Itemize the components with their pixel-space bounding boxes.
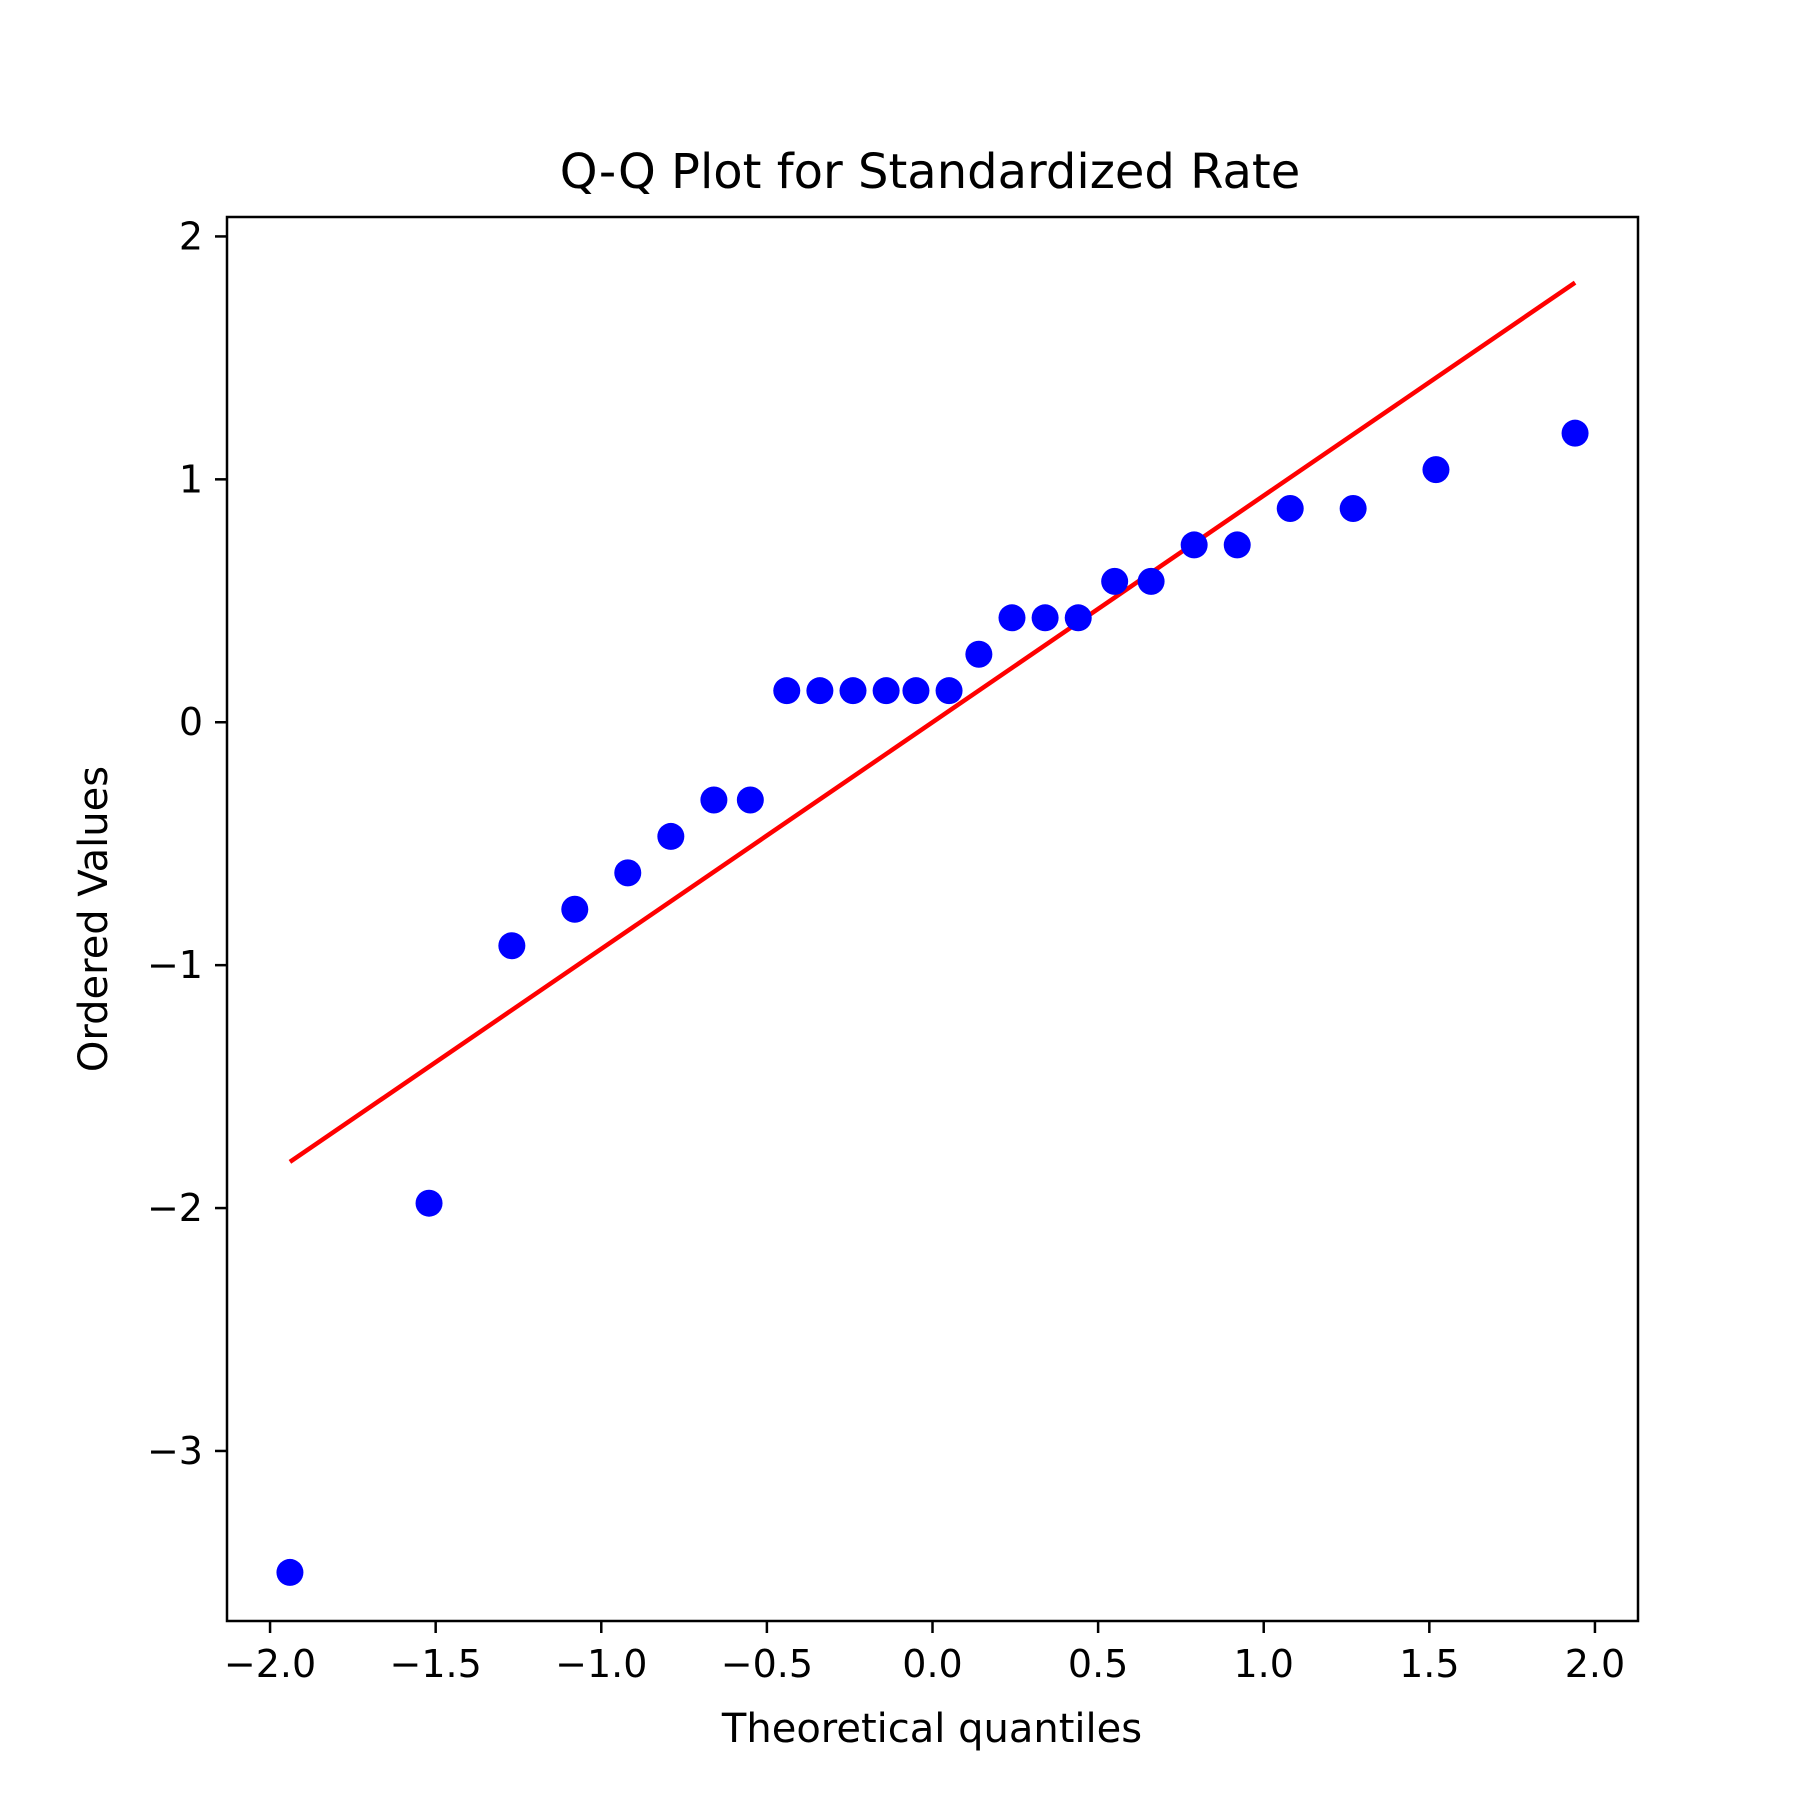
x-axis-label: Theoretical quantiles [721,1706,1142,1752]
data-point [902,677,930,705]
data-point [657,822,685,850]
data-point [806,677,834,705]
y-tick-label: −1 [147,943,203,987]
y-tick-label: −3 [147,1429,203,1473]
data-point [561,895,589,923]
data-point [1031,604,1059,632]
data-point [736,786,764,814]
x-tick-label: −0.5 [721,1642,813,1686]
data-point [498,932,526,960]
x-tick-label: 2.0 [1565,1642,1625,1686]
x-tick-label: 1.5 [1399,1642,1459,1686]
data-point [415,1189,443,1217]
data-point [839,677,867,705]
data-point [1339,494,1367,522]
y-tick-label: 1 [179,457,203,501]
chart-title: Q-Q Plot for Standardized Rate [560,144,1300,200]
data-point [1101,567,1129,595]
data-point [872,677,900,705]
y-tick-label: 0 [179,700,203,744]
x-tick-label: −2.0 [224,1642,316,1686]
data-point [1180,531,1208,559]
x-axis-ticks: −2.0 −1.5 −1.0 −0.5 0.0 0.5 1.0 1.5 2.0 [224,1621,1625,1686]
x-tick-label: −1.5 [390,1642,482,1686]
y-tick-label: 2 [179,214,203,258]
data-point [935,677,963,705]
x-tick-label: 0.0 [902,1642,962,1686]
data-point [1137,567,1165,595]
y-axis-label: Ordered Values [71,766,117,1072]
data-point [700,786,728,814]
data-point [965,640,993,668]
x-tick-label: 1.0 [1234,1642,1294,1686]
data-point [1561,419,1589,447]
x-tick-label: −1.0 [555,1642,647,1686]
data-point [614,859,642,887]
data-point [1064,604,1092,632]
data-point [998,604,1026,632]
data-point [276,1558,304,1586]
plot-area [276,280,1589,1586]
y-tick-label: −2 [147,1186,203,1230]
data-point [773,677,801,705]
data-point [1223,531,1251,559]
x-tick-label: 0.5 [1068,1642,1128,1686]
fit-line [288,280,1577,1164]
data-point [1422,456,1450,484]
data-point [1276,494,1304,522]
y-axis-ticks: −3 −2 −1 0 1 2 [147,214,227,1473]
